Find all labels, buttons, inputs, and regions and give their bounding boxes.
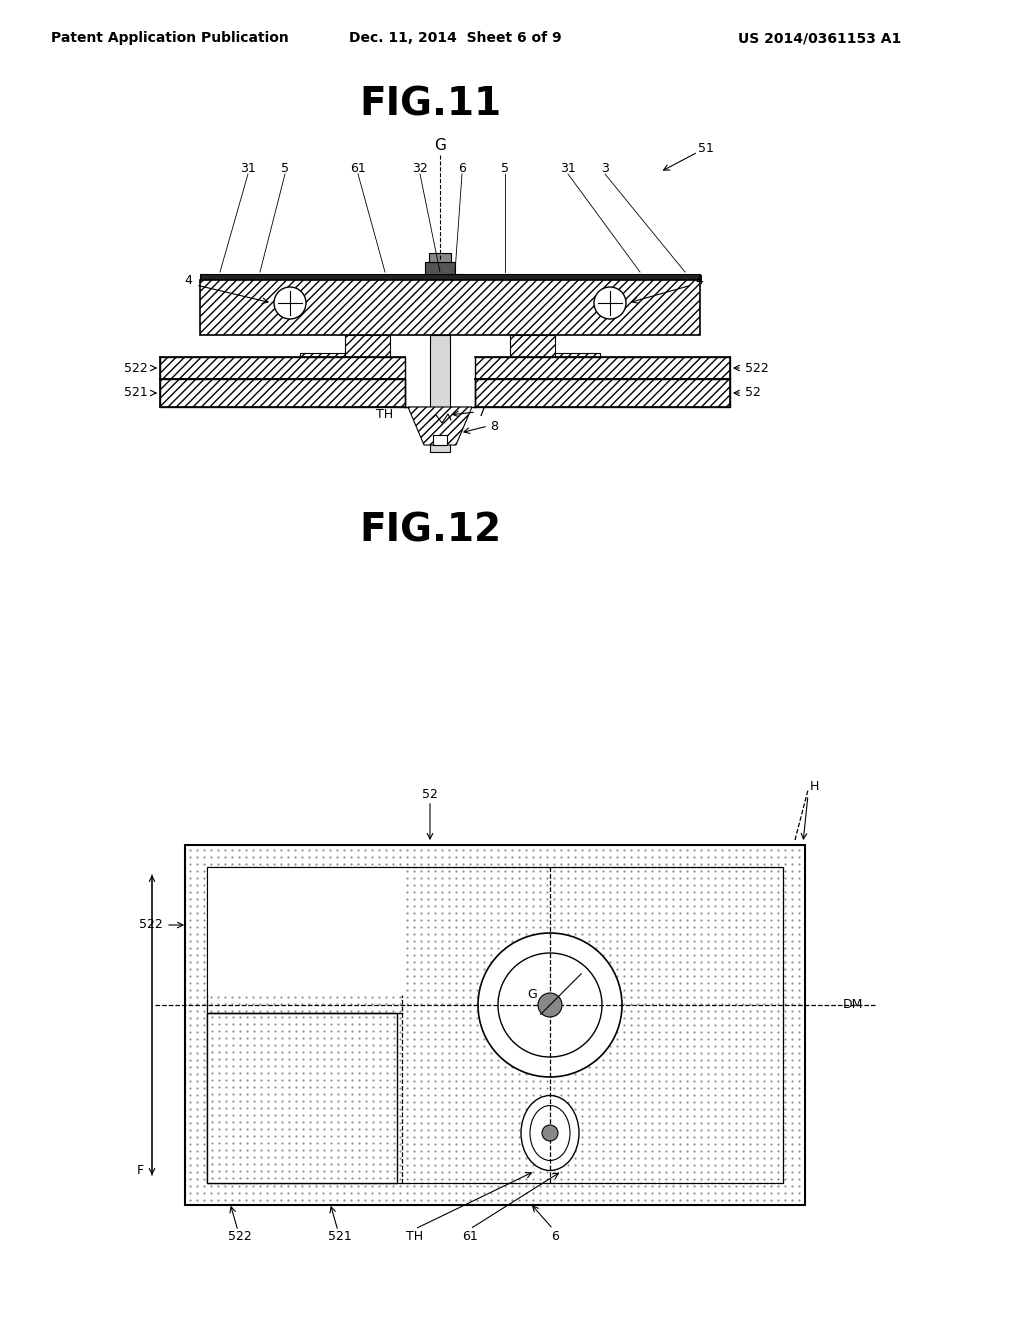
Text: 522: 522 — [124, 362, 148, 375]
Polygon shape — [408, 407, 472, 445]
Text: 521: 521 — [124, 387, 148, 400]
Ellipse shape — [530, 1106, 570, 1160]
Text: 61: 61 — [350, 161, 366, 174]
Bar — [475, 356, 730, 379]
Bar — [160, 379, 406, 407]
Bar — [555, 352, 600, 371]
Bar — [345, 335, 390, 363]
Bar — [207, 1012, 397, 1183]
Text: H: H — [810, 780, 819, 793]
Circle shape — [594, 286, 626, 319]
Text: 61: 61 — [462, 1230, 478, 1243]
Text: 6: 6 — [458, 161, 466, 174]
Bar — [200, 275, 700, 280]
Text: 6: 6 — [551, 1230, 559, 1243]
Text: G: G — [434, 137, 445, 153]
Text: 521: 521 — [328, 1230, 352, 1243]
Bar — [510, 335, 555, 363]
Text: 4: 4 — [695, 275, 702, 288]
Text: 522: 522 — [228, 1230, 252, 1243]
Text: 3: 3 — [601, 161, 609, 174]
Text: FIG.12: FIG.12 — [359, 511, 501, 549]
Text: FIG.11: FIG.11 — [359, 86, 501, 124]
Circle shape — [498, 953, 602, 1057]
Text: G: G — [527, 989, 537, 1002]
Text: TH: TH — [377, 408, 393, 421]
Bar — [207, 867, 783, 1183]
Text: US 2014/0361153 A1: US 2014/0361153 A1 — [738, 30, 901, 45]
Bar — [300, 352, 345, 371]
Text: 8: 8 — [490, 420, 498, 433]
Circle shape — [274, 286, 306, 319]
Text: 31: 31 — [560, 161, 575, 174]
Ellipse shape — [521, 1096, 579, 1171]
Bar — [433, 436, 447, 445]
Bar — [430, 335, 450, 451]
Text: 5: 5 — [281, 161, 289, 174]
Text: 32: 32 — [412, 161, 428, 174]
Text: 51: 51 — [698, 141, 714, 154]
Text: 4: 4 — [184, 275, 193, 288]
Bar — [200, 280, 700, 335]
Bar — [185, 845, 805, 1205]
Text: 522: 522 — [139, 919, 163, 932]
Bar — [425, 261, 455, 275]
Text: Dec. 11, 2014  Sheet 6 of 9: Dec. 11, 2014 Sheet 6 of 9 — [349, 30, 561, 45]
Circle shape — [542, 1125, 558, 1140]
Text: 7: 7 — [478, 405, 486, 418]
Text: F: F — [136, 1164, 143, 1177]
Bar — [429, 253, 451, 261]
Text: Patent Application Publication: Patent Application Publication — [51, 30, 289, 45]
Text: 52: 52 — [422, 788, 438, 801]
Bar — [160, 356, 406, 379]
Circle shape — [538, 993, 562, 1016]
Text: DM: DM — [843, 998, 863, 1011]
Text: 31: 31 — [240, 161, 256, 174]
Text: TH: TH — [407, 1230, 424, 1243]
Bar — [208, 869, 782, 1181]
Text: 5: 5 — [501, 161, 509, 174]
Text: 52: 52 — [745, 387, 761, 400]
Circle shape — [478, 933, 622, 1077]
Bar — [475, 379, 730, 407]
Bar — [207, 867, 402, 995]
Text: 522: 522 — [745, 362, 769, 375]
